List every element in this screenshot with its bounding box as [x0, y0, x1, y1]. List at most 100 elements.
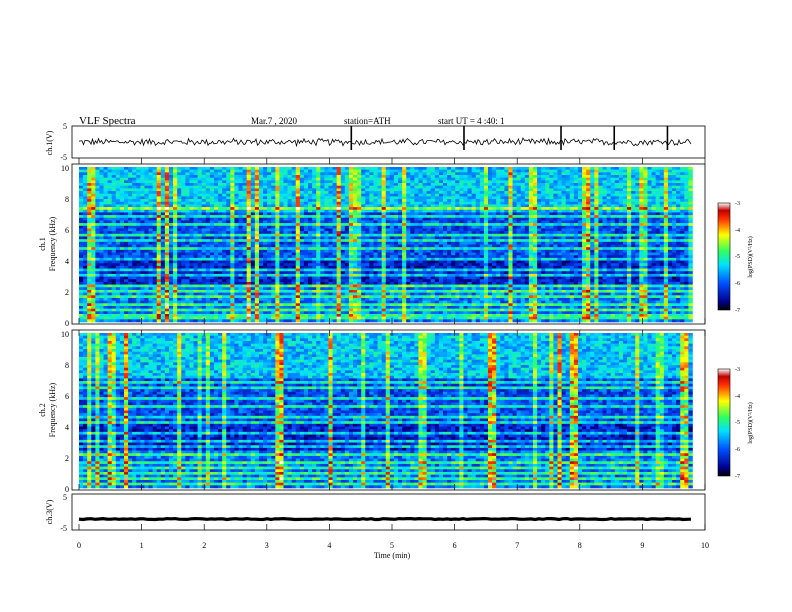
- spectrogram-cell: [218, 167, 223, 170]
- spectrogram-cell: [639, 244, 644, 248]
- spectrogram-cell: [561, 169, 566, 173]
- spectrogram-cell: [83, 255, 88, 259]
- spectrogram-cell: [111, 177, 117, 181]
- spectrogram-cell: [672, 201, 677, 205]
- spectrogram-cell: [504, 244, 509, 248]
- spectrogram-cell: [332, 191, 337, 195]
- spectrogram-cell: [332, 183, 337, 186]
- spectrogram-cell: [471, 169, 477, 173]
- spectrogram-cell: [271, 172, 276, 176]
- spectrogram-cell: [115, 209, 121, 213]
- spectrogram-cell: [246, 193, 252, 197]
- spectrogram-cell: [336, 228, 342, 232]
- spectrogram-cell: [177, 217, 182, 221]
- spectrogram-cell: [353, 199, 358, 203]
- spectrogram-cell: [254, 252, 260, 256]
- spectrogram-cell: [205, 185, 211, 189]
- spectrogram-cell: [185, 217, 190, 221]
- spectrogram-cell: [430, 193, 436, 197]
- spectrogram-cell: [414, 209, 419, 213]
- spectrogram-cell: [144, 199, 149, 203]
- spectrogram-cell: [91, 212, 96, 216]
- spectrogram-cell: [115, 207, 121, 211]
- spectrogram-cell: [353, 252, 358, 256]
- spectrogram-cell: [667, 167, 673, 170]
- spectrogram-cell: [565, 199, 571, 203]
- spectrogram-cell: [83, 249, 88, 253]
- spectrogram-cell: [471, 228, 477, 232]
- spectrogram-cell: [271, 231, 276, 235]
- spectrogram-cell: [340, 193, 346, 197]
- spectrogram-cell: [303, 188, 309, 192]
- spectrogram-cell: [336, 223, 342, 227]
- spectrogram-cell: [332, 172, 337, 176]
- spectrogram-cell: [287, 180, 292, 184]
- spectrogram-cell: [111, 247, 117, 251]
- spectrogram-cell: [365, 233, 370, 237]
- spectrogram-cell: [553, 183, 558, 186]
- spectrogram-cell: [357, 252, 362, 256]
- spectrogram-cell: [283, 196, 288, 200]
- spectrogram-cell: [123, 247, 129, 251]
- spectrogram-cell: [185, 244, 190, 248]
- spectrogram-cell: [275, 217, 280, 221]
- spectrogram-cell: [111, 199, 117, 203]
- spectrogram-cell: [254, 207, 260, 211]
- spectrogram-cell: [622, 180, 628, 184]
- spectrogram-cell: [639, 220, 644, 224]
- spectrogram-cell: [299, 228, 305, 232]
- spectrogram-cell: [87, 225, 92, 229]
- spectrogram-cell: [622, 167, 628, 170]
- spectrogram-cell: [434, 233, 440, 237]
- spectrogram-cell: [218, 252, 223, 256]
- spectrogram-cell: [643, 207, 648, 211]
- spectrogram-cell: [557, 215, 562, 219]
- spectrogram-cell: [508, 193, 513, 197]
- spectrogram-cell: [119, 188, 125, 192]
- spectrogram-cell: [393, 244, 399, 248]
- spectrogram-cell: [647, 196, 652, 200]
- spectrogram-cell: [357, 188, 362, 192]
- spectrogram-cell: [610, 183, 616, 186]
- spectrogram-cell: [258, 169, 264, 173]
- spectrogram-cell: [541, 239, 546, 243]
- spectrogram-cell: [291, 180, 297, 184]
- spectrogram-cell: [148, 191, 153, 195]
- spectrogram-cell: [271, 175, 276, 178]
- spectrogram-cell: [242, 183, 247, 186]
- spectrogram-cell: [418, 252, 423, 256]
- spectrogram-cell: [177, 207, 182, 211]
- spectrogram-cell: [353, 196, 358, 200]
- spectrogram-cell: [242, 225, 247, 229]
- spectrogram-cell: [103, 212, 108, 216]
- spectrogram-cell: [361, 239, 366, 243]
- spectrogram-cell: [348, 177, 354, 181]
- spectrogram-cell: [218, 217, 223, 221]
- spectrogram-cell: [185, 175, 190, 178]
- spectrogram-cell: [336, 204, 342, 208]
- spectrogram-cell: [684, 180, 689, 184]
- spectrogram-cell: [205, 239, 211, 243]
- spectrogram-cell: [230, 191, 235, 195]
- spectrogram-cell: [361, 217, 366, 221]
- spectrogram-cell: [209, 241, 215, 245]
- spectrogram-cell: [651, 193, 656, 197]
- spectrogram-cell: [132, 215, 137, 219]
- spectrogram-cell: [667, 233, 673, 237]
- spectrogram-cell: [87, 207, 92, 211]
- spectrogram-cell: [336, 175, 342, 178]
- spectrogram-cell: [631, 207, 636, 211]
- spectrogram-cell: [91, 244, 96, 248]
- spectrogram-cell: [577, 212, 583, 216]
- spectrogram-cell: [344, 185, 350, 189]
- spectrogram-cell: [451, 169, 456, 173]
- spectrogram-cell: [549, 185, 554, 189]
- spectrogram-cell: [520, 212, 526, 216]
- spectrogram-cell: [508, 217, 513, 221]
- spectrogram-cell: [504, 217, 509, 221]
- spectrogram-cell: [344, 169, 350, 173]
- spectrogram-cell: [667, 228, 673, 232]
- spectrogram-cell: [631, 169, 636, 173]
- spectrogram-cell: [680, 193, 685, 197]
- spectrogram-cell: [361, 247, 366, 251]
